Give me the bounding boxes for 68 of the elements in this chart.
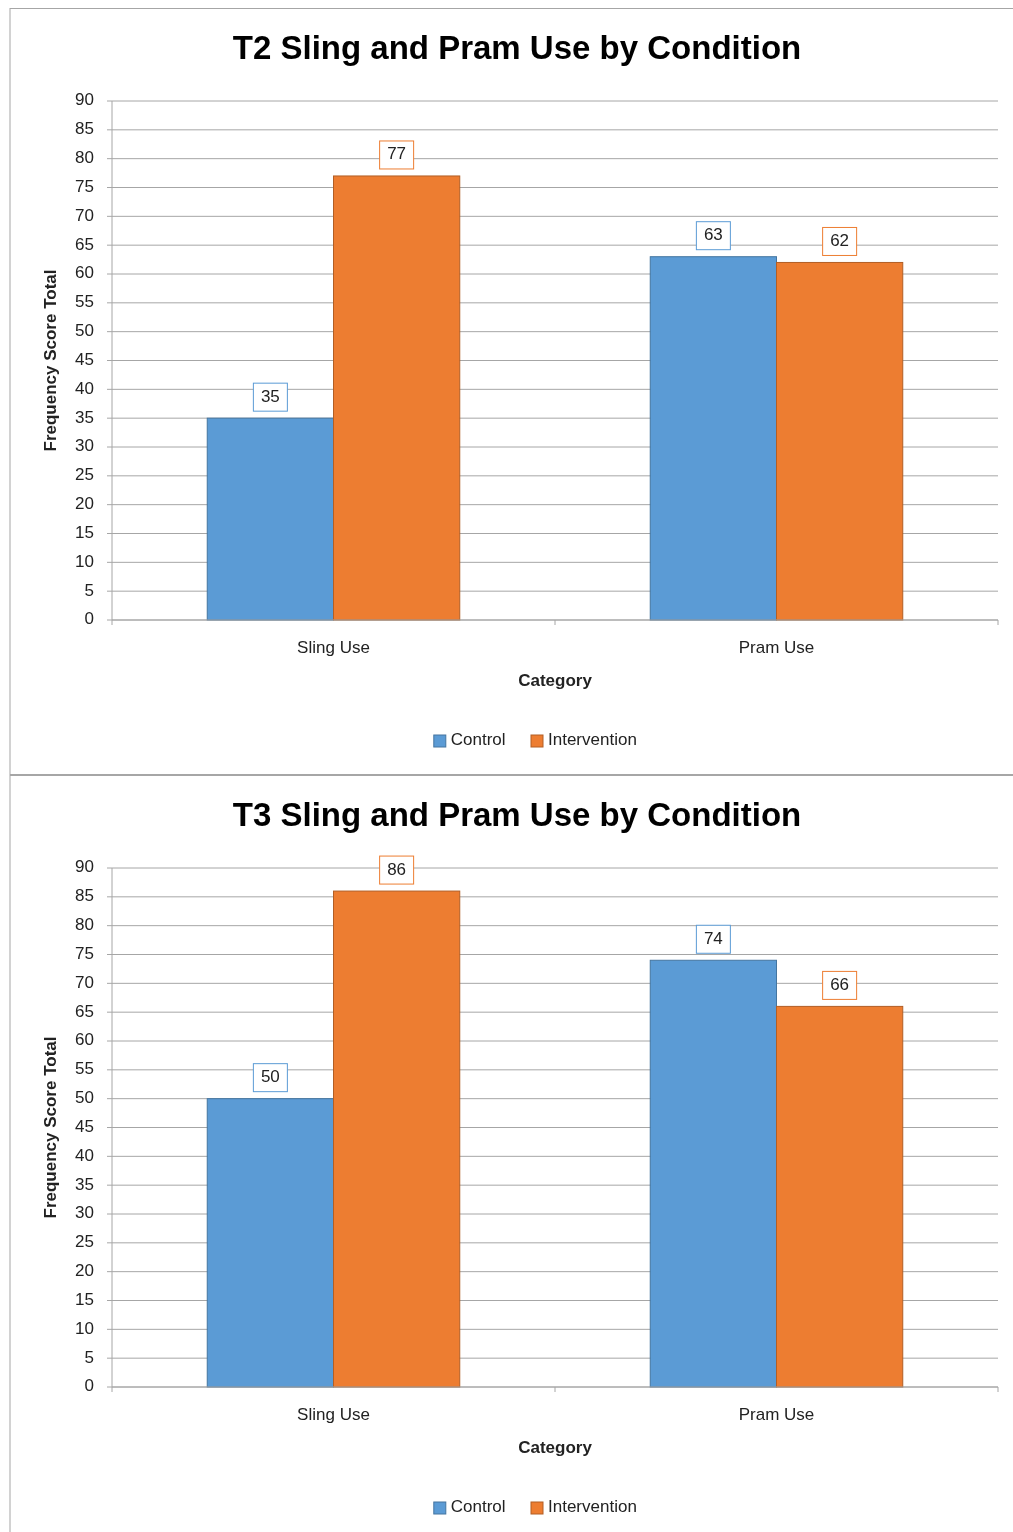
- chart-title: T2 Sling and Pram Use by Condition: [232, 28, 802, 66]
- y-tick-label: 65: [75, 234, 94, 254]
- y-tick-label: 10: [75, 551, 94, 571]
- y-tick-label: 0: [84, 1376, 94, 1396]
- legend-label: Intervention: [548, 1497, 637, 1517]
- bar: [776, 261, 904, 621]
- x-tick-label: Pram Use: [738, 1405, 815, 1425]
- y-tick-label: 5: [84, 580, 94, 600]
- y-tick-label: 80: [75, 148, 94, 168]
- y-tick-label: 20: [75, 494, 94, 514]
- legend-label: Intervention: [548, 730, 637, 750]
- data-label: 86: [387, 859, 407, 879]
- y-tick-label: 70: [75, 205, 94, 225]
- y-tick-label: 45: [75, 349, 94, 369]
- data-label: 35: [260, 386, 280, 406]
- y-tick-label: 40: [75, 1145, 94, 1165]
- y-tick-label: 90: [75, 857, 94, 877]
- y-tick-label: 30: [75, 1203, 94, 1223]
- bar: [206, 1098, 334, 1388]
- data-label: 62: [830, 230, 850, 250]
- y-axis-title: Frequency Score Total: [41, 1036, 61, 1219]
- y-tick-label: 75: [75, 943, 94, 963]
- y-tick-label: 25: [75, 465, 94, 485]
- x-axis-title: Category: [518, 671, 593, 691]
- y-tick-label: 55: [75, 1059, 94, 1079]
- legend-label: Control: [450, 1497, 506, 1517]
- y-tick-label: 35: [75, 1174, 94, 1194]
- x-axis-title: Category: [518, 1438, 593, 1458]
- x-tick-label: Pram Use: [738, 638, 815, 658]
- y-tick-label: 50: [75, 321, 94, 341]
- data-label: 63: [703, 225, 723, 245]
- y-tick-label: 80: [75, 915, 94, 935]
- y-tick-label: 20: [75, 1261, 94, 1281]
- y-tick-label: 40: [75, 378, 94, 398]
- y-tick-label: 85: [75, 886, 94, 906]
- y-tick-label: 5: [84, 1347, 94, 1367]
- y-tick-label: 90: [75, 90, 94, 110]
- bar: [649, 959, 777, 1388]
- y-tick-label: 35: [75, 407, 94, 427]
- data-label: 77: [387, 144, 407, 164]
- y-tick-label: 70: [75, 972, 94, 992]
- x-tick-label: Sling Use: [297, 1405, 370, 1425]
- y-tick-label: 65: [75, 1001, 94, 1021]
- y-tick-label: 10: [75, 1318, 94, 1338]
- x-tick-label: Sling Use: [297, 638, 370, 658]
- y-tick-label: 0: [84, 609, 94, 629]
- data-label: 74: [703, 928, 723, 948]
- y-tick-label: 75: [75, 176, 94, 196]
- y-tick-label: 60: [75, 263, 94, 283]
- bar: [333, 890, 461, 1388]
- y-tick-label: 25: [75, 1232, 94, 1252]
- data-label: 66: [830, 974, 850, 994]
- y-tick-label: 55: [75, 292, 94, 312]
- y-tick-label: 50: [75, 1088, 94, 1108]
- legend-label: Control: [450, 730, 506, 750]
- y-tick-label: 45: [75, 1116, 94, 1136]
- y-tick-label: 60: [75, 1030, 94, 1050]
- bar: [206, 417, 334, 621]
- bar: [776, 1005, 904, 1388]
- bar: [333, 175, 461, 621]
- y-tick-label: 15: [75, 522, 94, 542]
- y-tick-label: 15: [75, 1289, 94, 1309]
- y-tick-label: 85: [75, 119, 94, 139]
- data-label: 50: [260, 1067, 280, 1087]
- y-axis-title: Frequency Score Total: [41, 269, 61, 452]
- chart-title: T3 Sling and Pram Use by Condition: [232, 795, 802, 833]
- y-tick-label: 30: [75, 436, 94, 456]
- bar: [649, 256, 777, 621]
